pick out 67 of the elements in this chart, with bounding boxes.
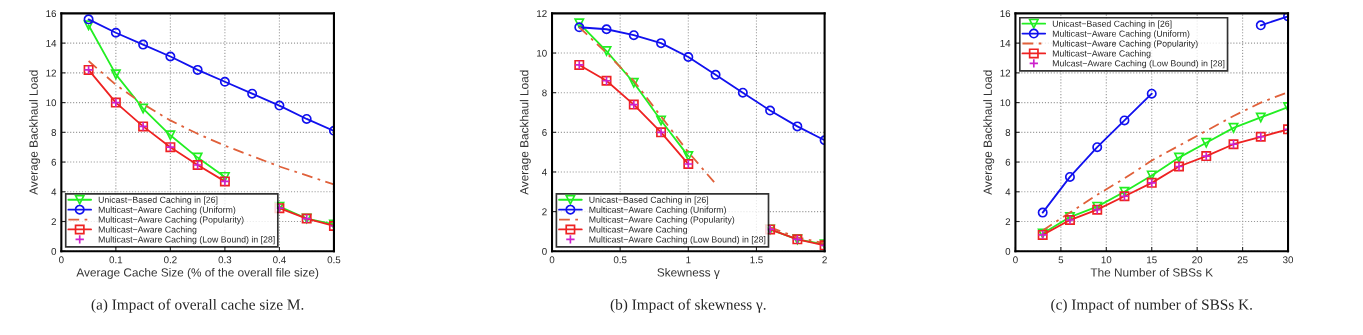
x-tick-label: 0.5 — [327, 256, 341, 264]
x-tick-label: 25 — [1237, 256, 1248, 264]
y-tick-label: 4 — [1005, 188, 1011, 196]
y-tick-label: 2 — [51, 218, 56, 226]
y-tick-label: 12 — [537, 10, 547, 17]
legend-label: Multicast−Aware Caching (Low Bound) in [28] — [98, 236, 275, 245]
x-tick-label: 15 — [1147, 256, 1157, 264]
y-tick-label: 16 — [46, 10, 57, 18]
y-tick-label: 10 — [537, 49, 547, 57]
y-axis-title: Average Backhaul Load — [983, 70, 995, 195]
x-tick-label: 1.5 — [750, 256, 763, 264]
x-axis-title: Skewness γ — [657, 267, 720, 279]
x-tick-label: 0.2 — [164, 256, 177, 264]
x-tick-label: 10 — [1101, 256, 1112, 264]
y-tick-label: 6 — [542, 129, 547, 136]
y-tick-label: 6 — [51, 158, 57, 166]
x-axis-title: Average Cache Size (% of the overall file size) — [76, 267, 319, 279]
x-tick-label: 0.1 — [109, 256, 123, 264]
legend-label: Multicast−Aware Caching (Popularity) — [98, 216, 244, 225]
legend-label: Multicast−Aware Caching (Popularity) — [1052, 40, 1198, 49]
x-tick-label: 0.5 — [613, 256, 627, 264]
y-tick-label: 2 — [1005, 218, 1011, 226]
x-tick-label: 0 — [59, 256, 64, 264]
legend-label: Multicast−Aware Caching (Popularity) — [589, 216, 735, 225]
x-tick-label: 0.3 — [218, 256, 232, 264]
legend-label: Multicast−Aware Caching — [98, 226, 197, 235]
legend-label: Multicast−Aware Caching (Low Bound) in [28] — [589, 236, 766, 245]
y-tick-label: 6 — [1005, 158, 1011, 166]
legend-label: Multicast−Aware Caching (Uniform) — [98, 206, 236, 215]
legend-label: Unicast−Based Caching in [26] — [589, 196, 709, 205]
y-tick-label: 14 — [1000, 39, 1011, 47]
y-tick-label: 2 — [542, 208, 547, 216]
x-tick-label: 0 — [549, 256, 555, 264]
x-tick-label: 0 — [1013, 256, 1018, 264]
y-tick-label: 8 — [1005, 129, 1011, 136]
y-tick-label: 10 — [46, 99, 57, 107]
legend-label: Multicast−Aware Caching (Uniform) — [589, 206, 726, 215]
x-tick-label: 1 — [686, 256, 691, 264]
x-axis-title: The Number of SBSs K — [1090, 267, 1213, 277]
x-tick-label: 2 — [822, 256, 827, 264]
y-axis-title: Average Backhaul Load — [519, 70, 531, 195]
y-tick-label: 8 — [51, 129, 57, 136]
legend-label: Multicast−Aware Caching — [589, 226, 688, 235]
y-tick-label: 4 — [51, 188, 57, 196]
y-tick-label: 4 — [541, 168, 547, 176]
x-tick-label: 5 — [1058, 256, 1064, 264]
legend-label: Mulcast−Aware Caching (Low Bound) in [28] — [1052, 60, 1225, 69]
y-tick-label: 0 — [542, 247, 547, 255]
x-tick-label: 20 — [1192, 256, 1203, 264]
text: (b) Impact of skewness γ. — [610, 298, 766, 313]
legend-label: Unicast−Based Caching in [26] — [1052, 20, 1172, 29]
x-tick-label: 0.4 — [273, 256, 286, 264]
text: (c) Impact of number of SBSs K. — [1051, 298, 1252, 313]
legend-label: Unicast−Based Caching in [26] — [98, 196, 218, 205]
legend-label: Multicast−Aware Caching — [1052, 50, 1151, 59]
y-tick-label: 8 — [542, 89, 547, 97]
y-tick-label: 14 — [46, 39, 57, 47]
y-tick-label: 10 — [1000, 99, 1011, 107]
legend-label: Multicast−Aware Caching (Uniform) — [1052, 30, 1190, 39]
y-tick-label: 0 — [51, 247, 57, 255]
y-axis-title: Average Backhaul Load — [29, 70, 41, 195]
x-tick-label: 30 — [1283, 256, 1294, 264]
text: (a) Impact of overall cache size M. — [91, 298, 304, 313]
y-tick-label: 16 — [1000, 10, 1011, 18]
y-tick-label: 12 — [1000, 69, 1011, 77]
y-tick-label: 12 — [46, 69, 56, 77]
y-tick-label: 0 — [1005, 247, 1011, 255]
